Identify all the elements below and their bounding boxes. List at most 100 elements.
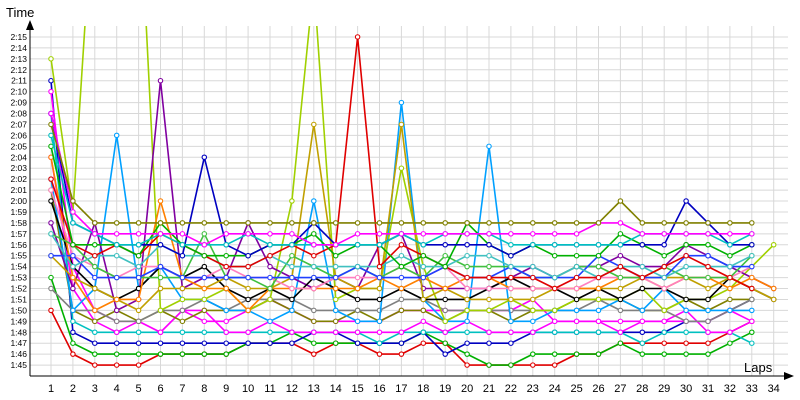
data-point bbox=[770, 296, 777, 303]
data-point bbox=[661, 285, 667, 292]
data-point bbox=[179, 274, 186, 281]
x-tick-label: 18 bbox=[417, 383, 429, 395]
data-point bbox=[442, 351, 448, 357]
data-point bbox=[311, 263, 317, 270]
data-point bbox=[661, 318, 667, 325]
data-point bbox=[770, 242, 777, 248]
data-point bbox=[267, 242, 273, 248]
data-point bbox=[420, 318, 427, 325]
data-point bbox=[420, 274, 427, 281]
data-point bbox=[157, 242, 164, 248]
data-point bbox=[442, 252, 448, 259]
data-point bbox=[420, 263, 427, 270]
data-point bbox=[705, 220, 711, 226]
data-point bbox=[464, 263, 470, 270]
data-point bbox=[201, 340, 208, 346]
y-tick-label: 1:48 bbox=[10, 327, 27, 337]
data-point bbox=[70, 307, 76, 314]
data-point bbox=[617, 296, 624, 303]
data-point bbox=[92, 329, 98, 335]
data-point bbox=[223, 329, 229, 335]
data-point bbox=[92, 351, 98, 357]
data-point bbox=[354, 34, 361, 40]
data-point bbox=[683, 329, 689, 335]
data-point bbox=[595, 242, 602, 248]
data-point bbox=[705, 274, 711, 281]
data-point bbox=[749, 252, 755, 259]
data-point bbox=[617, 340, 624, 346]
y-tick-label: 1:59 bbox=[10, 207, 27, 217]
data-point bbox=[551, 220, 558, 226]
x-tick-label: 20 bbox=[461, 383, 473, 395]
data-point bbox=[48, 285, 54, 292]
data-point bbox=[92, 285, 98, 292]
data-point bbox=[595, 307, 602, 314]
data-point bbox=[420, 296, 427, 303]
data-point bbox=[332, 252, 339, 259]
data-point bbox=[727, 220, 733, 226]
data-point bbox=[573, 274, 580, 281]
data-point bbox=[573, 220, 580, 226]
data-point bbox=[617, 252, 624, 259]
data-point bbox=[420, 340, 427, 346]
data-point bbox=[48, 198, 54, 204]
data-point bbox=[486, 285, 492, 292]
data-point bbox=[508, 220, 514, 226]
data-point bbox=[398, 307, 405, 314]
data-point bbox=[617, 231, 624, 237]
data-point bbox=[376, 242, 383, 248]
data-point bbox=[354, 263, 361, 270]
series-layer bbox=[48, 26, 777, 368]
data-point bbox=[486, 329, 492, 335]
data-point bbox=[223, 274, 229, 281]
data-point bbox=[464, 285, 470, 292]
data-point bbox=[289, 307, 295, 314]
data-point bbox=[639, 340, 646, 346]
y-tick-label: 2:14 bbox=[10, 43, 27, 53]
y-tick-label: 2:12 bbox=[10, 65, 27, 75]
data-point bbox=[639, 307, 646, 314]
x-tick-label: 30 bbox=[680, 383, 692, 395]
data-point bbox=[245, 296, 251, 303]
data-point bbox=[179, 220, 186, 226]
data-point bbox=[398, 285, 405, 292]
data-point bbox=[179, 351, 186, 357]
data-point bbox=[48, 121, 54, 128]
x-tick-label: 27 bbox=[614, 383, 626, 395]
data-point bbox=[376, 274, 383, 281]
data-point bbox=[113, 132, 120, 139]
x-axis-arrow bbox=[784, 372, 794, 380]
data-point bbox=[617, 242, 624, 248]
data-point bbox=[595, 274, 602, 281]
x-tick-label: 9 bbox=[223, 383, 229, 395]
data-point bbox=[92, 318, 98, 325]
data-point bbox=[508, 252, 514, 259]
data-point bbox=[486, 362, 492, 368]
y-tick-label: 1:53 bbox=[10, 273, 27, 283]
data-point bbox=[749, 307, 755, 314]
data-point bbox=[749, 263, 755, 270]
x-tick-label: 19 bbox=[439, 383, 451, 395]
data-point bbox=[464, 329, 470, 335]
data-point bbox=[617, 285, 624, 292]
data-point bbox=[595, 351, 602, 357]
data-point bbox=[311, 307, 317, 314]
data-point bbox=[661, 351, 667, 357]
data-point bbox=[48, 56, 54, 62]
y-tick-label: 1:57 bbox=[10, 229, 27, 239]
data-point bbox=[639, 274, 646, 281]
data-point bbox=[354, 329, 361, 335]
data-point bbox=[770, 285, 777, 292]
data-point bbox=[595, 296, 602, 303]
data-point bbox=[311, 285, 317, 292]
data-point bbox=[530, 362, 536, 368]
data-point bbox=[661, 231, 667, 237]
data-point bbox=[398, 252, 405, 259]
data-point bbox=[376, 220, 383, 226]
y-tick-label: 1:54 bbox=[10, 262, 27, 272]
data-point bbox=[201, 263, 208, 270]
data-point bbox=[573, 296, 580, 303]
data-point bbox=[727, 285, 733, 292]
x-tick-label: 28 bbox=[636, 383, 648, 395]
